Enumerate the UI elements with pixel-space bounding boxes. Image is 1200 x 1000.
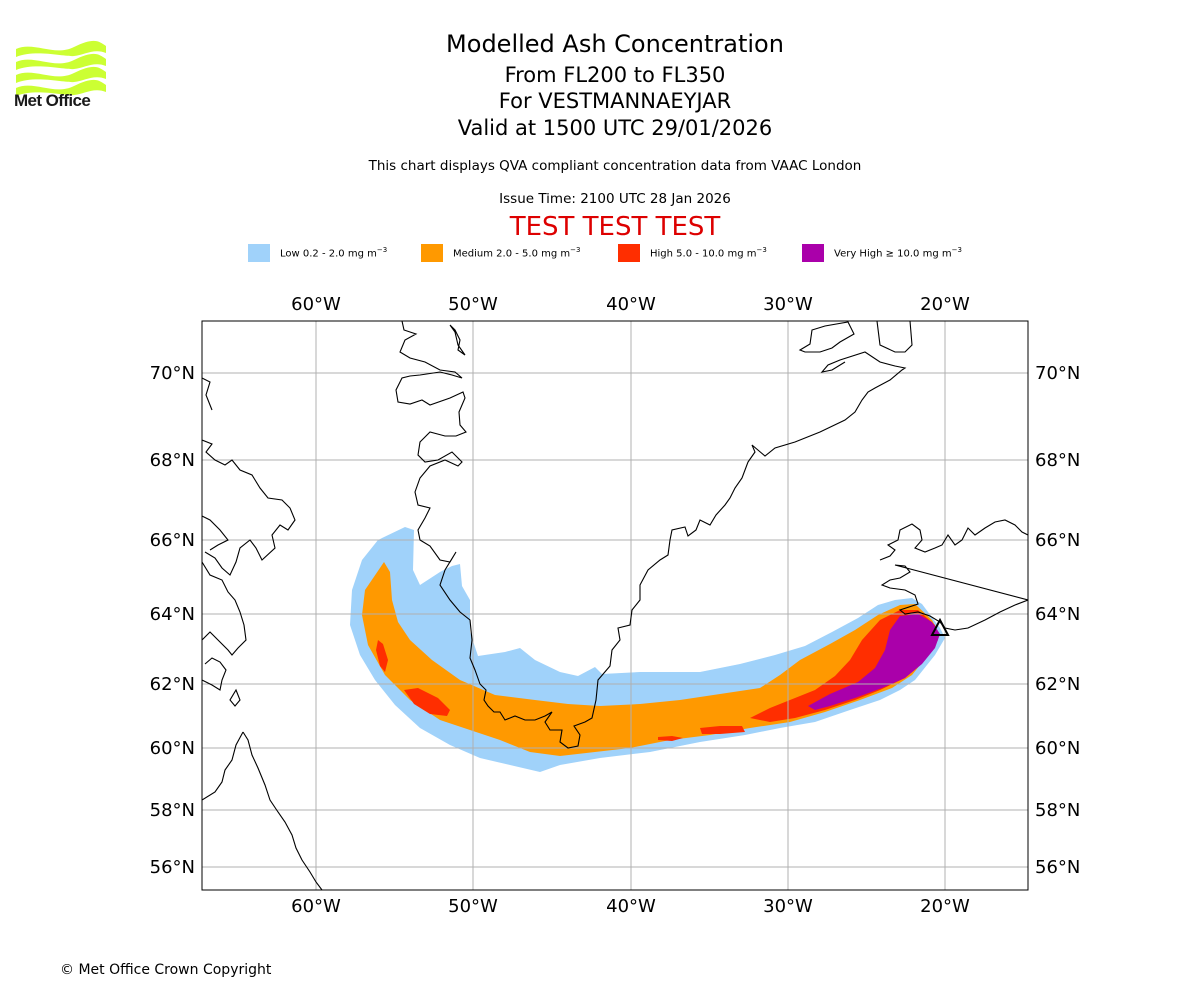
logo-text: Met Office [14, 91, 91, 110]
lat-tick-label-left: 66°N [150, 530, 195, 551]
legend-label-high: High 5.0 - 10.0 mg m−3 [650, 246, 767, 259]
met-office-wave-logo-icon [16, 40, 106, 96]
coastline-greenland-island [449, 324, 466, 356]
issue-time: Issue Time: 2100 UTC 28 Jan 2026 [499, 191, 731, 207]
volcano-triangle-icon [930, 617, 950, 636]
lon-tick-label-top: 20°W [920, 294, 970, 315]
coastline-greenland-northeast-2 [876, 321, 913, 353]
lat-tick-label-left: 68°N [150, 450, 195, 471]
legend-exp-low: −3 [376, 246, 388, 254]
chart-title: Modelled Ash Concentration [446, 30, 784, 58]
lat-tick-label-right: 68°N [1035, 450, 1080, 471]
lon-tick-label-top: 40°W [606, 294, 656, 315]
test-banner: TEST TEST TEST [509, 212, 721, 242]
ash-plume-high-patch-mid2 [658, 736, 683, 741]
lon-tick-label-top: 60°W [291, 294, 341, 315]
lon-tick-label-bottom: 60°W [291, 896, 341, 917]
legend-label-very-high: Very High ≥ 10.0 mg m−3 [834, 246, 962, 259]
logo-wave [16, 66, 106, 83]
chart-description: This chart displays QVA compliant concen… [368, 158, 862, 174]
lon-tick-label-bottom: 30°W [763, 896, 813, 917]
valid-time: Valid at 1500 UTC 29/01/2026 [457, 116, 773, 140]
lat-tick-label-left: 70°N [150, 363, 195, 384]
legend-text-very-high: Very High ≥ 10.0 mg m [834, 248, 952, 260]
flight-level-range: From FL200 to FL350 [504, 63, 726, 87]
legend-swatch-medium [421, 244, 443, 262]
volcano-name: For VESTMANNAEYJAR [498, 89, 732, 113]
copyright: © Met Office Crown Copyright [60, 962, 272, 978]
lat-tick-label-right: 60°N [1035, 738, 1080, 759]
legend-exp-very-high: −3 [951, 246, 962, 254]
legend-text-high: High 5.0 - 10.0 mg m [650, 248, 757, 260]
lat-tick-label-right: 58°N [1035, 800, 1080, 821]
lon-tick-label-bottom: 20°W [920, 896, 970, 917]
lon-tick-label-top: 50°W [448, 294, 498, 315]
lon-tick-label-top: 30°W [763, 294, 813, 315]
coastlines [202, 321, 1028, 890]
ash-plume-high-patch-mid [700, 726, 745, 734]
coastline-baffin-island [202, 377, 296, 576]
legend-text-low: Low 0.2 - 2.0 mg m [280, 248, 377, 260]
map-frame [201, 320, 1029, 891]
legend-swatch-high [618, 244, 640, 262]
logo-wave [16, 79, 106, 96]
legend-label-low: Low 0.2 - 2.0 mg m−3 [280, 246, 387, 259]
lat-tick-label-left: 60°N [150, 738, 195, 759]
legend-exp-high: −3 [756, 246, 767, 254]
legend-swatch-very-high [802, 244, 824, 262]
gridlines [202, 321, 1028, 890]
lat-tick-label-right: 64°N [1035, 604, 1080, 625]
ash-plume-high-patch-west2 [376, 640, 388, 672]
lat-tick-label-left: 64°N [150, 604, 195, 625]
lat-tick-label-left: 56°N [150, 857, 195, 878]
legend-swatch-low [248, 244, 270, 262]
lat-tick-label-right: 56°N [1035, 857, 1080, 878]
lat-tick-label-left: 58°N [150, 800, 195, 821]
ash-plume-very-high [808, 614, 940, 710]
coastline-greenland-west [395, 321, 907, 749]
legend-exp-medium: −3 [570, 246, 581, 254]
logo-wave [16, 40, 106, 57]
logo-wave [16, 53, 106, 70]
lon-tick-label-bottom: 40°W [606, 896, 656, 917]
lat-tick-label-right: 70°N [1035, 363, 1080, 384]
lat-tick-label-right: 66°N [1035, 530, 1080, 551]
lat-tick-label-left: 62°N [150, 674, 195, 695]
lat-tick-label-right: 62°N [1035, 674, 1080, 695]
coastline-iceland [879, 519, 1028, 631]
lon-tick-label-bottom: 50°W [448, 896, 498, 917]
coastline-labrador [202, 561, 323, 890]
legend-label-medium: Medium 2.0 - 5.0 mg m−3 [453, 246, 580, 259]
ash-plume-high-patch-west [404, 688, 450, 716]
legend-text-medium: Medium 2.0 - 5.0 mg m [453, 248, 571, 260]
coastline-greenland-northeast [798, 321, 855, 353]
